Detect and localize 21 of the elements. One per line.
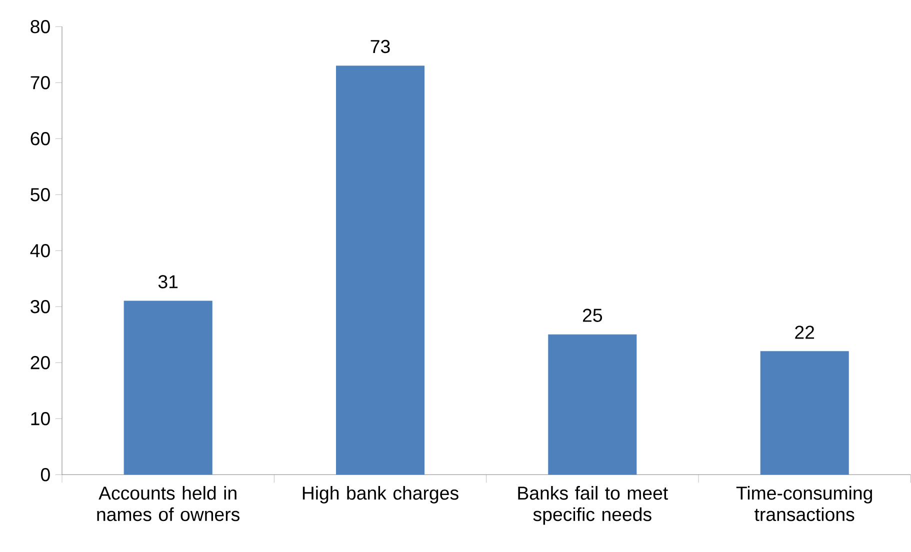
y-tick-label: 40 <box>30 244 50 258</box>
data-label: 73 <box>370 40 390 54</box>
data-label: 22 <box>795 326 814 339</box>
x-tick-label: Banks fail to meet specific needs <box>518 486 668 525</box>
data-label: 25 <box>582 308 602 322</box>
bar <box>760 351 849 475</box>
x-tick-label: High bank charges <box>302 486 458 504</box>
bar <box>124 300 212 475</box>
y-tick-label: 70 <box>30 76 50 90</box>
y-tick-label: 30 <box>30 300 50 314</box>
y-tick-label: 10 <box>31 412 50 426</box>
x-tick-label: Time-consuming transactions <box>736 486 872 522</box>
x-tick-label: Accounts held in names of owners <box>97 486 240 522</box>
bar <box>336 66 425 475</box>
bar <box>548 334 637 475</box>
y-tick-label: 20 <box>30 356 50 370</box>
y-tick-label: 80 <box>30 20 50 34</box>
y-tick-label: 50 <box>30 188 50 202</box>
data-label: 31 <box>158 275 178 288</box>
y-tick-label: 60 <box>30 132 50 146</box>
y-tick-label: 0 <box>40 468 50 482</box>
